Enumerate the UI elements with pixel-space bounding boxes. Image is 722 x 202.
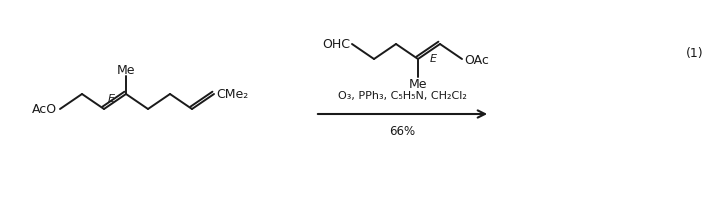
Text: AcO: AcO (32, 103, 57, 116)
Text: OAc: OAc (464, 53, 489, 66)
Text: Me: Me (117, 63, 135, 76)
Text: 66%: 66% (389, 124, 416, 137)
Text: E: E (430, 54, 437, 64)
Text: Me: Me (409, 78, 427, 91)
Text: (1): (1) (686, 46, 704, 59)
Text: OHC: OHC (322, 38, 350, 51)
Text: CMe₂: CMe₂ (216, 88, 248, 101)
Text: O₃, PPh₃, C₅H₅N, CH₂Cl₂: O₃, PPh₃, C₅H₅N, CH₂Cl₂ (338, 90, 467, 101)
Text: E: E (108, 93, 115, 103)
